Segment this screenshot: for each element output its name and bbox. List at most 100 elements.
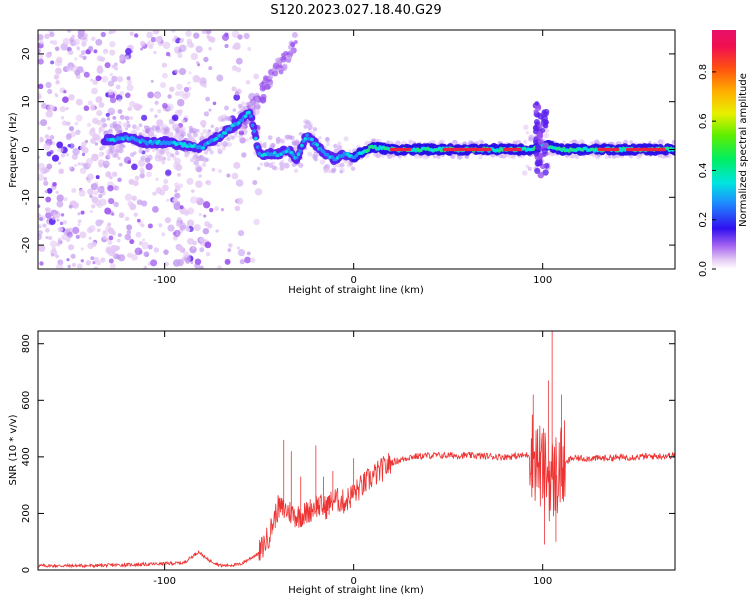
spectrogram-cell bbox=[102, 145, 106, 149]
spectrogram-cell bbox=[60, 213, 65, 217]
spectrogram-cell bbox=[318, 135, 322, 140]
spectrogram-cell bbox=[217, 265, 222, 269]
spectrogram-cell bbox=[38, 173, 45, 181]
spectrogram-cell bbox=[42, 223, 47, 228]
spectrogram-cell bbox=[184, 152, 190, 158]
spectrogram-cell bbox=[589, 141, 593, 145]
spectrogram-cell bbox=[54, 210, 59, 215]
spectrogram-cell bbox=[162, 102, 168, 109]
spectrogram-cell bbox=[198, 173, 203, 179]
spectrogram-cell bbox=[220, 134, 224, 138]
y-tick-label: 600 bbox=[21, 391, 32, 410]
spectrogram-cell bbox=[252, 129, 256, 133]
spectrogram-cell bbox=[162, 72, 168, 79]
spectrogram-cell bbox=[165, 169, 172, 176]
spectrogram-cell bbox=[331, 167, 337, 173]
spectrogram-cell bbox=[116, 76, 124, 83]
spectrogram-cell bbox=[113, 62, 118, 67]
spectrogram-cell bbox=[166, 157, 171, 162]
spectrogram-cell bbox=[59, 221, 64, 226]
spectrogram-cell bbox=[147, 244, 153, 250]
spectrogram-cell bbox=[245, 80, 251, 85]
spectrogram-cell bbox=[174, 192, 181, 199]
spectrogram-cell bbox=[525, 164, 530, 169]
spectrogram-cell bbox=[78, 189, 86, 197]
spectrogram-cell bbox=[215, 136, 219, 141]
spectrogram-cell bbox=[52, 181, 57, 187]
spectrogram-cell bbox=[162, 184, 169, 192]
spectrogram-cell bbox=[523, 139, 528, 144]
spectrogram-cell bbox=[537, 171, 545, 179]
spectrogram-cell bbox=[165, 126, 170, 131]
figure-title: S120.2023.027.18.40.G29 bbox=[270, 3, 441, 18]
spectrogram-cell bbox=[80, 259, 84, 263]
spectrogram-cell bbox=[217, 141, 224, 147]
spectrogram-cell bbox=[62, 220, 68, 225]
spectrogram-cell bbox=[204, 221, 210, 227]
spectrogram-cell bbox=[205, 96, 210, 102]
spectrogram-cell bbox=[56, 200, 64, 208]
spectrogram-cell bbox=[91, 105, 96, 111]
spectrogram-cell bbox=[298, 162, 304, 168]
spectrogram-cell bbox=[298, 132, 303, 136]
spectrogram-cell bbox=[223, 131, 228, 135]
spectrogram-cell bbox=[562, 140, 566, 144]
spectrogram-cell bbox=[60, 116, 65, 120]
spectrogram-y-label: Frequency (Hz) bbox=[8, 112, 19, 188]
spectrogram-cell bbox=[107, 197, 114, 204]
spectrogram-cell bbox=[313, 157, 318, 162]
spectrogram-cell bbox=[195, 180, 203, 188]
spectrogram-cell bbox=[480, 140, 484, 144]
spectrogram-cell bbox=[478, 155, 483, 160]
spectrogram-cell bbox=[111, 230, 117, 236]
spectrogram-cell bbox=[237, 34, 243, 40]
spectrogram-cell bbox=[112, 123, 118, 129]
spectrogram-cell bbox=[185, 227, 191, 232]
spectrogram-x-label: Height of straight line (km) bbox=[288, 285, 424, 296]
spectrogram-cell bbox=[38, 162, 45, 171]
spectrogram-cell bbox=[44, 190, 48, 194]
spectrogram-cell bbox=[141, 114, 148, 121]
spectrogram-cell bbox=[138, 148, 143, 154]
spectrogram-cell bbox=[312, 127, 318, 132]
spectrogram-cell bbox=[115, 149, 120, 153]
spectrogram-cell bbox=[179, 39, 184, 44]
spectrogram-cell bbox=[209, 150, 214, 155]
spectrogram-cell bbox=[541, 115, 548, 123]
spectrogram-cell bbox=[186, 177, 194, 185]
spectrogram-cell bbox=[542, 169, 549, 176]
spectrogram-cell bbox=[131, 253, 138, 261]
spectrogram-cell bbox=[604, 154, 609, 160]
spectrogram-cell bbox=[176, 98, 185, 107]
spectrogram-cell bbox=[79, 145, 86, 151]
spectrogram-cell bbox=[543, 111, 549, 117]
spectrogram-cell bbox=[658, 154, 663, 158]
spectrogram-cell bbox=[615, 147, 620, 152]
x-tick-label: 0 bbox=[350, 275, 356, 286]
spectrogram-cell bbox=[339, 170, 343, 174]
spectrogram-cell bbox=[254, 188, 263, 196]
spectrogram-cell bbox=[199, 265, 204, 269]
spectrogram-cell bbox=[38, 58, 44, 65]
spectrogram-cell bbox=[43, 143, 51, 151]
spectrogram-cell bbox=[117, 98, 122, 103]
spectrogram-cell bbox=[172, 259, 181, 267]
spectrogram-cell bbox=[237, 229, 245, 237]
spectrogram-cell bbox=[324, 137, 330, 143]
spectrogram-cell bbox=[205, 180, 212, 186]
spectrogram-cell bbox=[45, 110, 53, 118]
spectrogram-cell bbox=[83, 71, 90, 78]
spectrogram-cell bbox=[174, 133, 179, 138]
spectrogram-cell bbox=[233, 161, 241, 169]
spectrogram-cell bbox=[195, 45, 203, 53]
spectrogram-cell bbox=[288, 49, 293, 54]
spectrogram-cell bbox=[44, 134, 50, 139]
spectrogram-cell bbox=[166, 103, 174, 111]
spectrogram-cell bbox=[93, 49, 98, 54]
snr-y-label: SNR (10 * v/v) bbox=[8, 414, 19, 485]
y-tick-label: -20 bbox=[21, 237, 32, 253]
spectrogram-cell bbox=[108, 128, 113, 133]
spectrogram-cell bbox=[205, 158, 209, 162]
spectrogram-cell bbox=[375, 152, 382, 159]
spectrogram-cell bbox=[150, 259, 158, 267]
